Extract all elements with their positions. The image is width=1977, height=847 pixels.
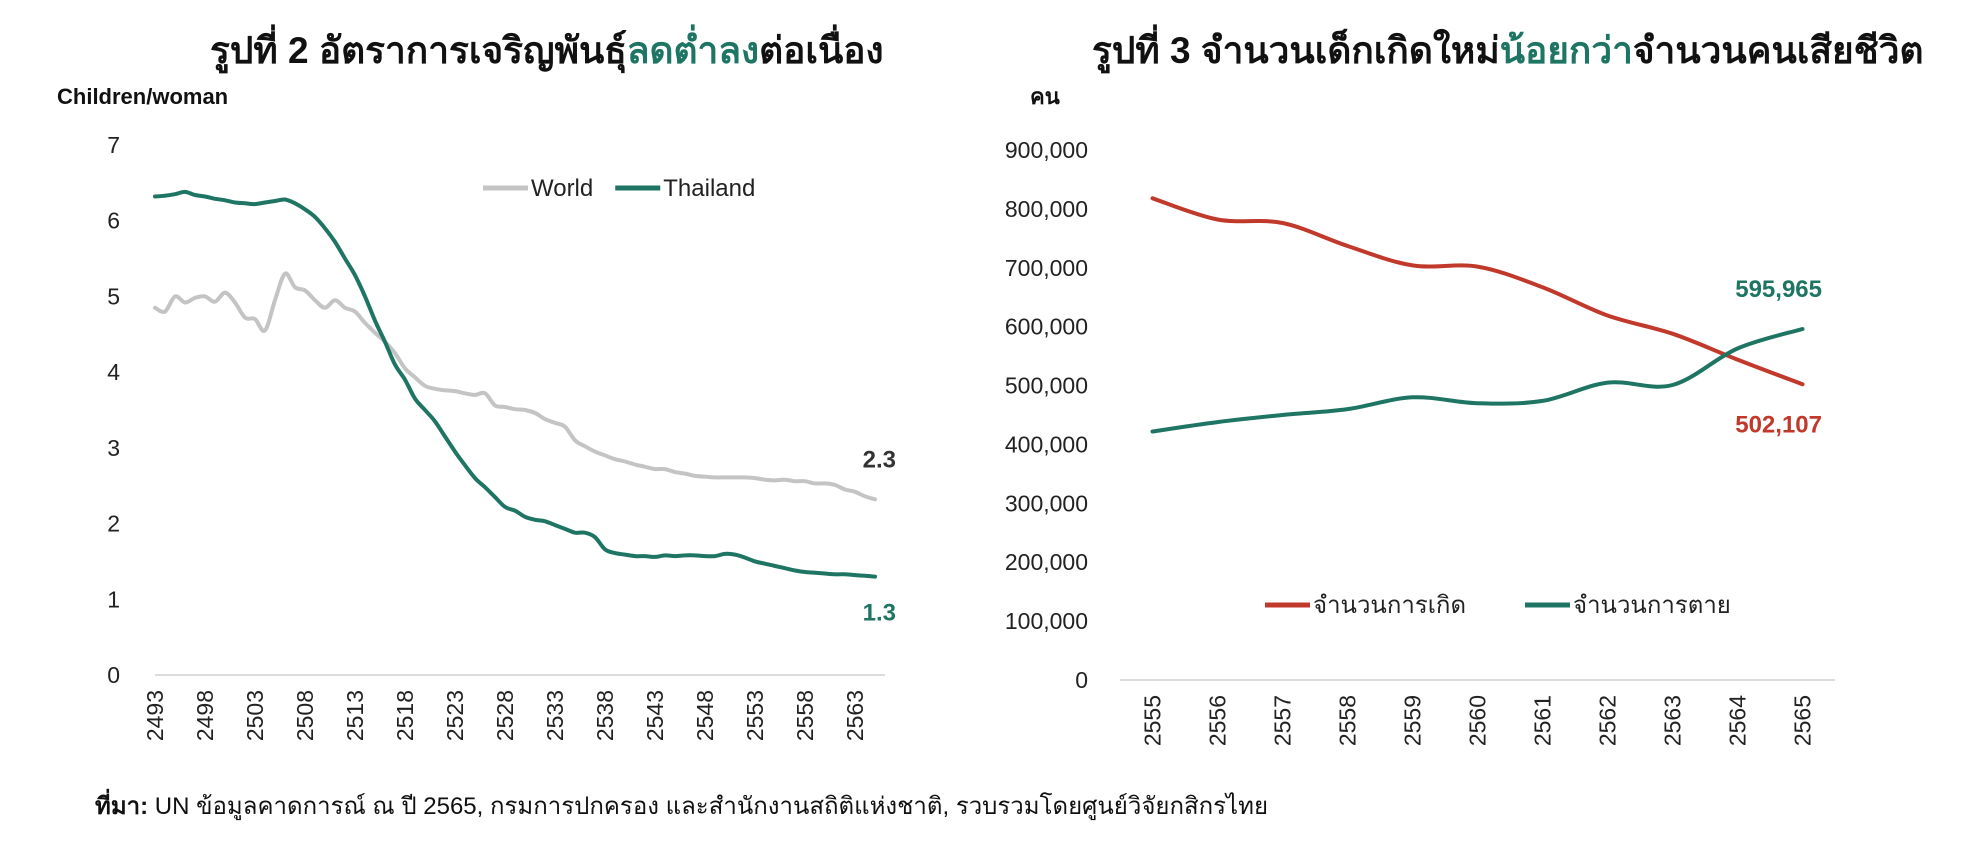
source-note: ที่มา: UN ข้อมูลคาดการณ์ ณ ปี 2565, กรมก… [95,786,1268,825]
title-text-end: ต่อเนื่อง [759,30,884,71]
legend: World Thailand [483,175,755,202]
series-line-thailand [153,189,877,579]
y-tick-label: 900,000 [1005,137,1088,163]
y-tick-label: 700,000 [1005,255,1088,281]
x-tick-label: 2528 [492,690,518,741]
x-tick-label: 2518 [392,690,418,741]
x-tick-label: 2561 [1530,695,1556,746]
y-tick-label: 5 [107,283,120,309]
x-tick-label: 2523 [442,690,468,741]
series-line-series-1 [1150,196,1805,387]
y-tick-label: 300,000 [1005,490,1088,516]
x-tick-label: 2553 [742,690,768,741]
x-tick-label: 2565 [1790,695,1816,746]
y-tick-label: 600,000 [1005,314,1088,340]
source-text: UN ข้อมูลคาดการณ์ ณ ปี 2565, กรมการปกครอ… [148,793,1268,820]
legend-label-series-2: จำนวนการตาย [1573,592,1731,619]
title-highlight: น้อยกว่า [1499,30,1633,71]
y-axis-label: คน [1030,84,1060,109]
y-tick-label: 800,000 [1005,196,1088,222]
x-tick-label: 2556 [1205,695,1231,746]
title-highlight: ลดต่ำลง [626,30,760,71]
title-text: รูปที่ 2 อัตราการเจริญพันธุ์ [210,30,627,71]
legend-label-world: World [531,175,593,202]
x-tick-label: 2558 [792,690,818,741]
end-value-label: 595,965 [1735,276,1822,303]
x-tick-label: 2548 [692,690,718,741]
fertility-chart: Children/woman 0 1 2 3 4 5 6 7 2493 2498 2503 2508 25… [57,84,896,741]
y-tick-label: 100,000 [1005,608,1088,634]
x-tick-label: 2560 [1465,695,1491,746]
x-tick-label: 2564 [1725,695,1751,746]
y-axis-label: Children/woman [57,84,228,109]
x-tick-label: 2543 [642,690,668,741]
x-tick-label: 2533 [542,690,568,741]
y-tick-label: 200,000 [1005,549,1088,575]
x-tick-label: 2538 [592,690,618,741]
chart-title-fertility: รูปที่ 2 อัตราการเจริญพันธุ์ลดต่ำลงต่อเน… [210,24,884,78]
series-line-series-2 [1150,327,1805,434]
legend: จำนวนการเกิด จำนวนการตาย [1265,592,1731,619]
x-tick-label: 2563 [1660,695,1686,746]
x-tick-label: 2563 [842,690,868,741]
y-tick-label: 6 [107,208,120,234]
title-text-end: จำนวนคนเสียชีวิต [1632,30,1924,71]
y-tick-label: 2 [107,511,120,537]
y-tick-label: 0 [107,662,120,688]
y-tick-label: 3 [107,435,120,461]
y-tick-label: 400,000 [1005,431,1088,457]
source-label: ที่มา: [95,793,149,820]
legend-label-thailand: Thailand [663,175,755,202]
legend-label-series-1: จำนวนการเกิด [1313,592,1466,619]
x-tick-label: 2513 [342,690,368,741]
end-value-label: 1.3 [863,600,896,627]
x-tick-label: 2562 [1595,695,1621,746]
x-tick-label: 2508 [292,690,318,741]
y-tick-label: 4 [107,359,120,385]
x-tick-label: 2558 [1335,695,1361,746]
end-value-label: 2.3 [863,446,896,473]
title-text: รูปที่ 3 จำนวนเด็กเกิดใหม่ [1092,30,1500,71]
x-tick-label: 2493 [142,690,168,741]
births-deaths-chart: คน 0 100,000 200,000 300,000 400,000 500,000 60… [1005,84,1835,746]
y-tick-label: 1 [107,586,120,612]
y-tick-label: 0 [1075,667,1088,693]
y-tick-label: 7 [107,132,120,158]
y-tick-label: 500,000 [1005,373,1088,399]
x-tick-label: 2557 [1270,695,1296,746]
end-value-label: 502,107 [1735,411,1822,438]
x-tick-label: 2559 [1400,695,1426,746]
x-tick-label: 2498 [192,690,218,741]
series-line-world [153,271,877,502]
chart-title-births-deaths: รูปที่ 3 จำนวนเด็กเกิดใหม่น้อยกว่าจำนวนค… [1092,24,1924,78]
x-tick-label: 2555 [1140,695,1166,746]
x-tick-label: 2503 [242,690,268,741]
